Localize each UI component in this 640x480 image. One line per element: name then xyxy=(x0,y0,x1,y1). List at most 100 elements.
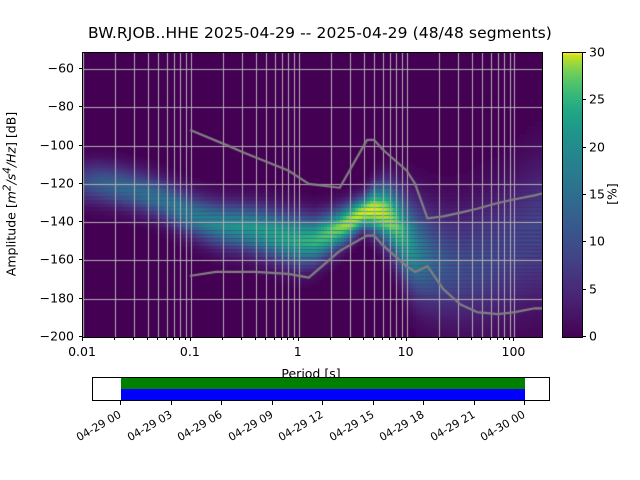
x-tick-mark xyxy=(481,337,482,340)
x-tick-mark xyxy=(114,337,115,340)
y-tick-label: −180 xyxy=(39,290,74,306)
colorbar-tick-label: 20 xyxy=(589,139,605,155)
timeline-tick-label: 04-29 18 xyxy=(377,408,427,444)
x-tick-mark xyxy=(497,337,498,340)
colorbar-tick-label: 25 xyxy=(589,91,605,107)
x-tick-mark xyxy=(373,337,374,340)
y-tick-mark xyxy=(78,298,83,299)
x-tick-label: 1 xyxy=(293,344,302,359)
y-tick-label: −60 xyxy=(47,60,74,76)
colorbar-tick-mark xyxy=(582,289,586,290)
timeline-tick-label: 04-29 03 xyxy=(124,408,174,444)
timeline-tick-mark xyxy=(221,400,222,405)
y-tick-label: −200 xyxy=(39,328,74,344)
x-tick-mark xyxy=(406,337,407,341)
x-tick-mark xyxy=(185,337,186,340)
y-tick-mark xyxy=(78,259,83,260)
x-tick-mark xyxy=(438,337,439,340)
y-tick-label: −120 xyxy=(39,175,74,191)
y-tick-label: −140 xyxy=(39,213,74,229)
colorbar-tick-label: 10 xyxy=(589,233,605,249)
x-tick-mark xyxy=(190,337,191,341)
y-tick-mark xyxy=(78,68,83,69)
y-tick-mark xyxy=(78,106,83,107)
x-tick-label: 0.01 xyxy=(68,344,96,359)
x-tick-mark xyxy=(82,337,83,341)
colorbar-tick-mark xyxy=(582,194,586,195)
x-tick-mark xyxy=(471,337,472,340)
timeline-axes[interactable] xyxy=(92,377,550,401)
timeline-tick-label: 04-29 09 xyxy=(225,408,275,444)
noise-model-curves xyxy=(83,53,542,337)
y-tick-mark xyxy=(78,336,83,337)
timeline-tick-label: 04-29 06 xyxy=(175,408,225,444)
x-tick-mark xyxy=(157,337,158,340)
timeline-tick-mark xyxy=(373,400,374,405)
colorbar-label: [%] xyxy=(604,183,620,205)
timeline-tick-label: 04-29 12 xyxy=(276,408,326,444)
y-tick-mark xyxy=(78,183,83,184)
x-tick-mark xyxy=(382,337,383,340)
x-tick-mark xyxy=(513,337,514,341)
x-tick-mark xyxy=(287,337,288,340)
colorbar-tick-mark xyxy=(582,99,586,100)
x-tick-mark xyxy=(274,337,275,340)
timeline-tick-mark xyxy=(474,400,475,405)
colorbar-tick-mark xyxy=(582,52,586,53)
y-axis-label: Amplitude [m2/s4/Hz] [dB] xyxy=(1,111,19,277)
timeline-tick-label: 04-30 00 xyxy=(478,408,528,444)
x-tick-mark xyxy=(293,337,294,340)
x-tick-mark xyxy=(173,337,174,340)
x-tick-label: 0.1 xyxy=(179,344,200,359)
timeline-tick-label: 04-29 15 xyxy=(326,408,376,444)
x-tick-mark xyxy=(241,337,242,340)
x-tick-mark xyxy=(395,337,396,340)
y-tick-label: −100 xyxy=(39,137,74,153)
x-tick-mark xyxy=(349,337,350,340)
colorbar-tick-label: 15 xyxy=(589,186,605,202)
x-tick-mark xyxy=(330,337,331,340)
y-tick-label: −80 xyxy=(47,98,74,114)
x-tick-mark xyxy=(401,337,402,340)
timeline-tick-label: 04-29 00 xyxy=(74,408,124,444)
timeline-tick-mark xyxy=(322,400,323,405)
x-tick-mark xyxy=(133,337,134,340)
timeline-tick-mark xyxy=(524,400,525,405)
x-tick-label: 10 xyxy=(397,344,414,359)
colorbar-tick-label: 0 xyxy=(589,328,597,344)
timeline-tick-mark xyxy=(171,400,172,405)
x-tick-mark xyxy=(255,337,256,340)
y-tick-mark xyxy=(78,145,83,146)
timeline-bar-data-coverage xyxy=(121,378,525,389)
timeline-bar-psd-segments xyxy=(121,389,525,400)
x-tick-mark xyxy=(363,337,364,340)
x-tick-mark xyxy=(179,337,180,340)
timeline-tick-mark xyxy=(120,400,121,405)
x-tick-mark xyxy=(503,337,504,340)
colorbar-tick-label: 30 xyxy=(589,44,605,60)
x-tick-mark xyxy=(389,337,390,340)
colorbar-tick-mark xyxy=(582,241,586,242)
timeline-tick-mark xyxy=(272,400,273,405)
x-tick-mark xyxy=(490,337,491,340)
x-tick-mark xyxy=(281,337,282,340)
colorbar-tick-mark xyxy=(582,336,586,337)
ppsd-axes[interactable] xyxy=(82,52,543,338)
y-tick-label: −160 xyxy=(39,251,74,267)
figure-title: BW.RJOB..HHE 2025-04-29 -- 2025-04-29 (4… xyxy=(88,24,552,42)
colorbar xyxy=(562,52,583,338)
x-tick-label: 100 xyxy=(501,344,526,359)
x-tick-mark xyxy=(457,337,458,340)
x-tick-mark xyxy=(222,337,223,340)
y-tick-mark xyxy=(78,221,83,222)
timeline-tick-label: 04-29 21 xyxy=(427,408,477,444)
timeline-tick-mark xyxy=(423,400,424,405)
colorbar-tick-label: 5 xyxy=(589,281,597,297)
x-tick-mark xyxy=(265,337,266,340)
colorbar-tick-mark xyxy=(582,147,586,148)
x-tick-mark xyxy=(509,337,510,340)
x-tick-mark xyxy=(147,337,148,340)
x-tick-mark xyxy=(166,337,167,340)
x-tick-mark xyxy=(298,337,299,341)
